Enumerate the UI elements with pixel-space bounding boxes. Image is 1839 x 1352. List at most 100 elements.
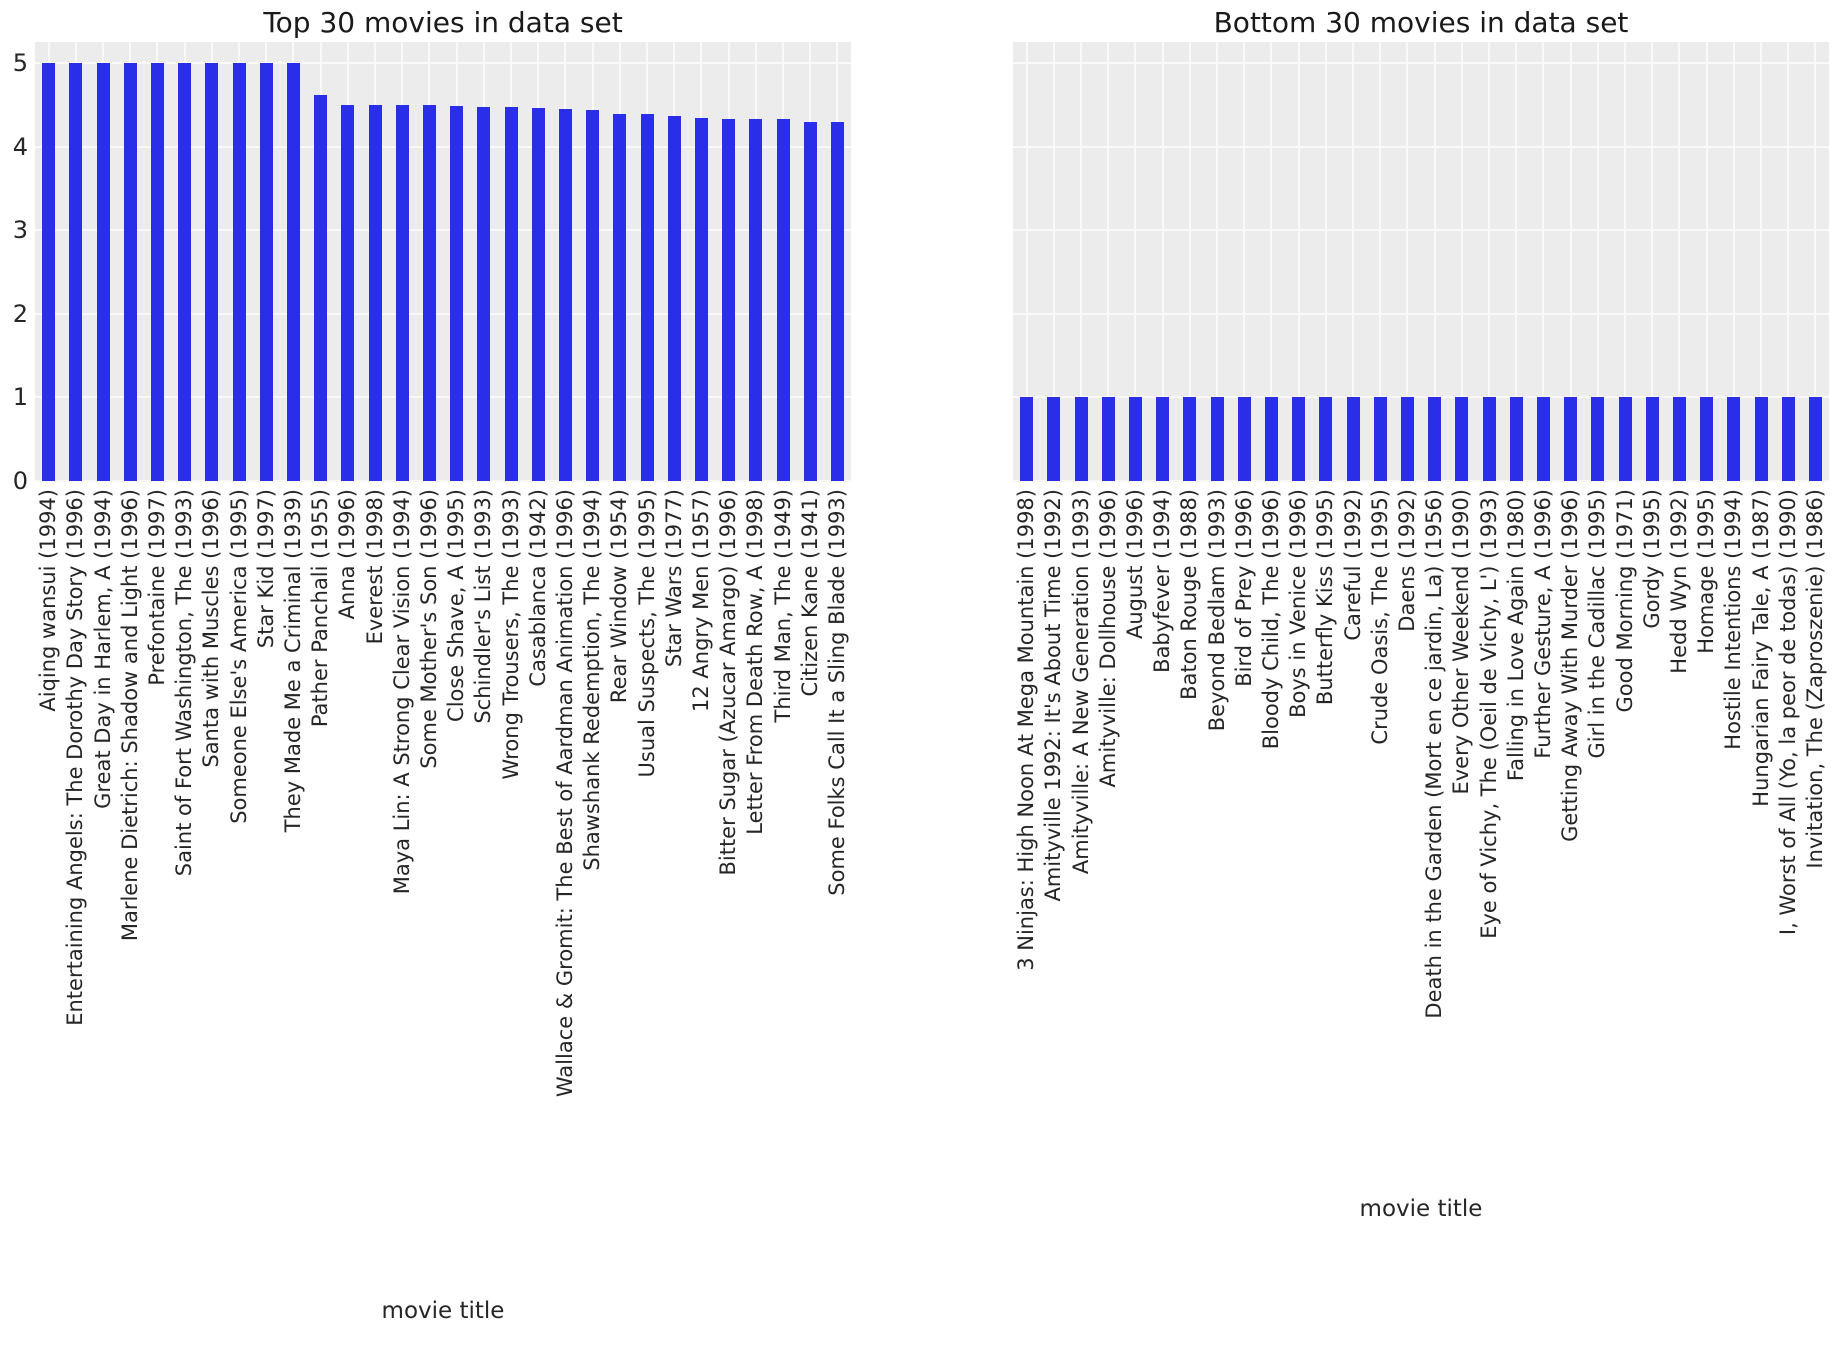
vertical-gridline (1161, 42, 1164, 481)
vertical-gridline (1080, 42, 1082, 481)
bar (531, 108, 545, 481)
bar (1645, 397, 1659, 481)
vertical-gridline (1787, 42, 1790, 481)
bar (1700, 397, 1714, 481)
x-tick-label: Eye of Vichy, The (Oeil de Vichy, L') (1… (1476, 489, 1501, 939)
bar (1264, 397, 1278, 481)
bar (96, 62, 110, 481)
vertical-gridline (1814, 42, 1817, 481)
bar (1482, 397, 1496, 481)
bar (1074, 397, 1088, 481)
bar (341, 104, 355, 481)
vertical-gridline (1678, 42, 1681, 481)
bar (1156, 397, 1170, 481)
bar (586, 109, 600, 481)
bar (504, 107, 518, 481)
x-tick-label: Wrong Trousers, The (1993) (498, 489, 523, 780)
vertical-gridline (1270, 42, 1273, 481)
y-tick-label: 2 (12, 299, 28, 328)
x-tick-label: Beyond Bedlam (1993) (1204, 489, 1229, 732)
vertical-gridline (1569, 42, 1572, 481)
x-tick-label: Good Morning (1971) (1612, 489, 1637, 713)
x-tick-label: Rear Window (1954) (607, 489, 632, 704)
bar (1128, 397, 1142, 481)
y-tick-label: 1 (12, 383, 28, 412)
bar (368, 104, 382, 481)
x-tick-label: Bitter Sugar (Azucar Amargo) (1996) (716, 489, 741, 876)
bar (1101, 397, 1115, 481)
x-tick-label: Boys in Venice (1996) (1286, 489, 1311, 718)
x-tick-label: They Made Me a Criminal (1939) (280, 489, 305, 833)
bar (1509, 397, 1523, 481)
right-x-axis-label: movie title (1359, 1196, 1483, 1222)
x-tick-label: Every Other Weekend (1990) (1449, 489, 1474, 795)
bar (1428, 397, 1442, 481)
bar (1346, 397, 1360, 481)
vertical-gridline (1460, 42, 1463, 481)
vertical-gridline (1134, 42, 1137, 481)
horizontal-gridline (35, 480, 851, 482)
bar (1183, 397, 1197, 481)
bar (1808, 397, 1822, 481)
x-tick-label: Marlene Dietrich: Shadow and Light (1996… (117, 489, 142, 942)
x-tick-label: Careful (1992) (1340, 489, 1365, 641)
bar (1020, 397, 1034, 481)
x-tick-label: Close Shave, A (1995) (444, 489, 469, 722)
vertical-gridline (1515, 42, 1518, 481)
bar (1373, 397, 1387, 481)
bar (1237, 397, 1251, 481)
bar (722, 118, 736, 481)
bar (1210, 397, 1224, 481)
bar (1781, 397, 1795, 481)
horizontal-gridline (1013, 229, 1829, 232)
right-chart-title: Bottom 30 movies in data set (1213, 6, 1629, 39)
bar (1400, 397, 1414, 481)
x-tick-label: Some Folks Call It a Sling Blade (1993) (824, 489, 849, 896)
bar (178, 62, 192, 481)
x-tick-label: Great Day in Harlem, A (1994) (90, 489, 115, 809)
vertical-gridline (1406, 42, 1409, 481)
bar (259, 62, 273, 481)
left-chart-title: Top 30 movies in data set (263, 6, 623, 39)
bar (1292, 397, 1306, 481)
x-tick-label: I, Worst of All (Yo, la peor de todas) (… (1775, 489, 1800, 936)
x-tick-label: Star Kid (1997) (253, 489, 278, 649)
x-tick-label: Everest (1998) (362, 489, 387, 645)
vertical-gridline (1596, 42, 1599, 481)
x-tick-label: Baton Rouge (1988) (1177, 489, 1202, 700)
x-tick-label: Aiqing wansui (1994) (36, 489, 61, 712)
x-tick-label: Homage (1995) (1694, 489, 1719, 654)
vertical-gridline (1243, 42, 1246, 481)
bar (640, 113, 654, 481)
vertical-gridline (1624, 42, 1626, 481)
x-tick-label: Hostile Intentions (1994) (1721, 489, 1746, 750)
x-tick-label: Falling in Love Again (1980) (1503, 489, 1528, 782)
x-tick-label: Getting Away With Murder (1996) (1558, 489, 1583, 842)
bar (395, 104, 409, 481)
y-tick-label: 3 (12, 216, 28, 245)
bar (1536, 397, 1550, 481)
x-tick-label: Citizen Kane (1941) (797, 489, 822, 697)
bar (694, 118, 708, 481)
bar (1591, 397, 1605, 481)
bar (150, 62, 164, 481)
x-tick-label: Babyfever (1994) (1150, 489, 1175, 673)
bar (69, 62, 83, 481)
x-tick-label: Third Man, The (1949) (770, 489, 795, 723)
x-tick-label: Amityville 1992: It's About Time (1992) (1041, 489, 1066, 902)
horizontal-gridline (1013, 312, 1829, 315)
vertical-gridline (1352, 42, 1354, 481)
bar (477, 107, 491, 481)
x-tick-label: Shawshank Redemption, The (1994) (580, 489, 605, 871)
x-tick-label: Bird of Prey (1996) (1231, 489, 1256, 687)
bar (558, 108, 572, 481)
x-tick-label: Star Wars (1977) (661, 489, 686, 668)
x-tick-label: Bloody Child, The (1996) (1258, 489, 1283, 750)
y-tick-label: 0 (12, 467, 28, 495)
vertical-gridline (1188, 42, 1191, 481)
right-plot-area (1013, 42, 1829, 482)
vertical-gridline (1379, 42, 1382, 481)
bar (1618, 397, 1632, 481)
bar (286, 62, 300, 481)
